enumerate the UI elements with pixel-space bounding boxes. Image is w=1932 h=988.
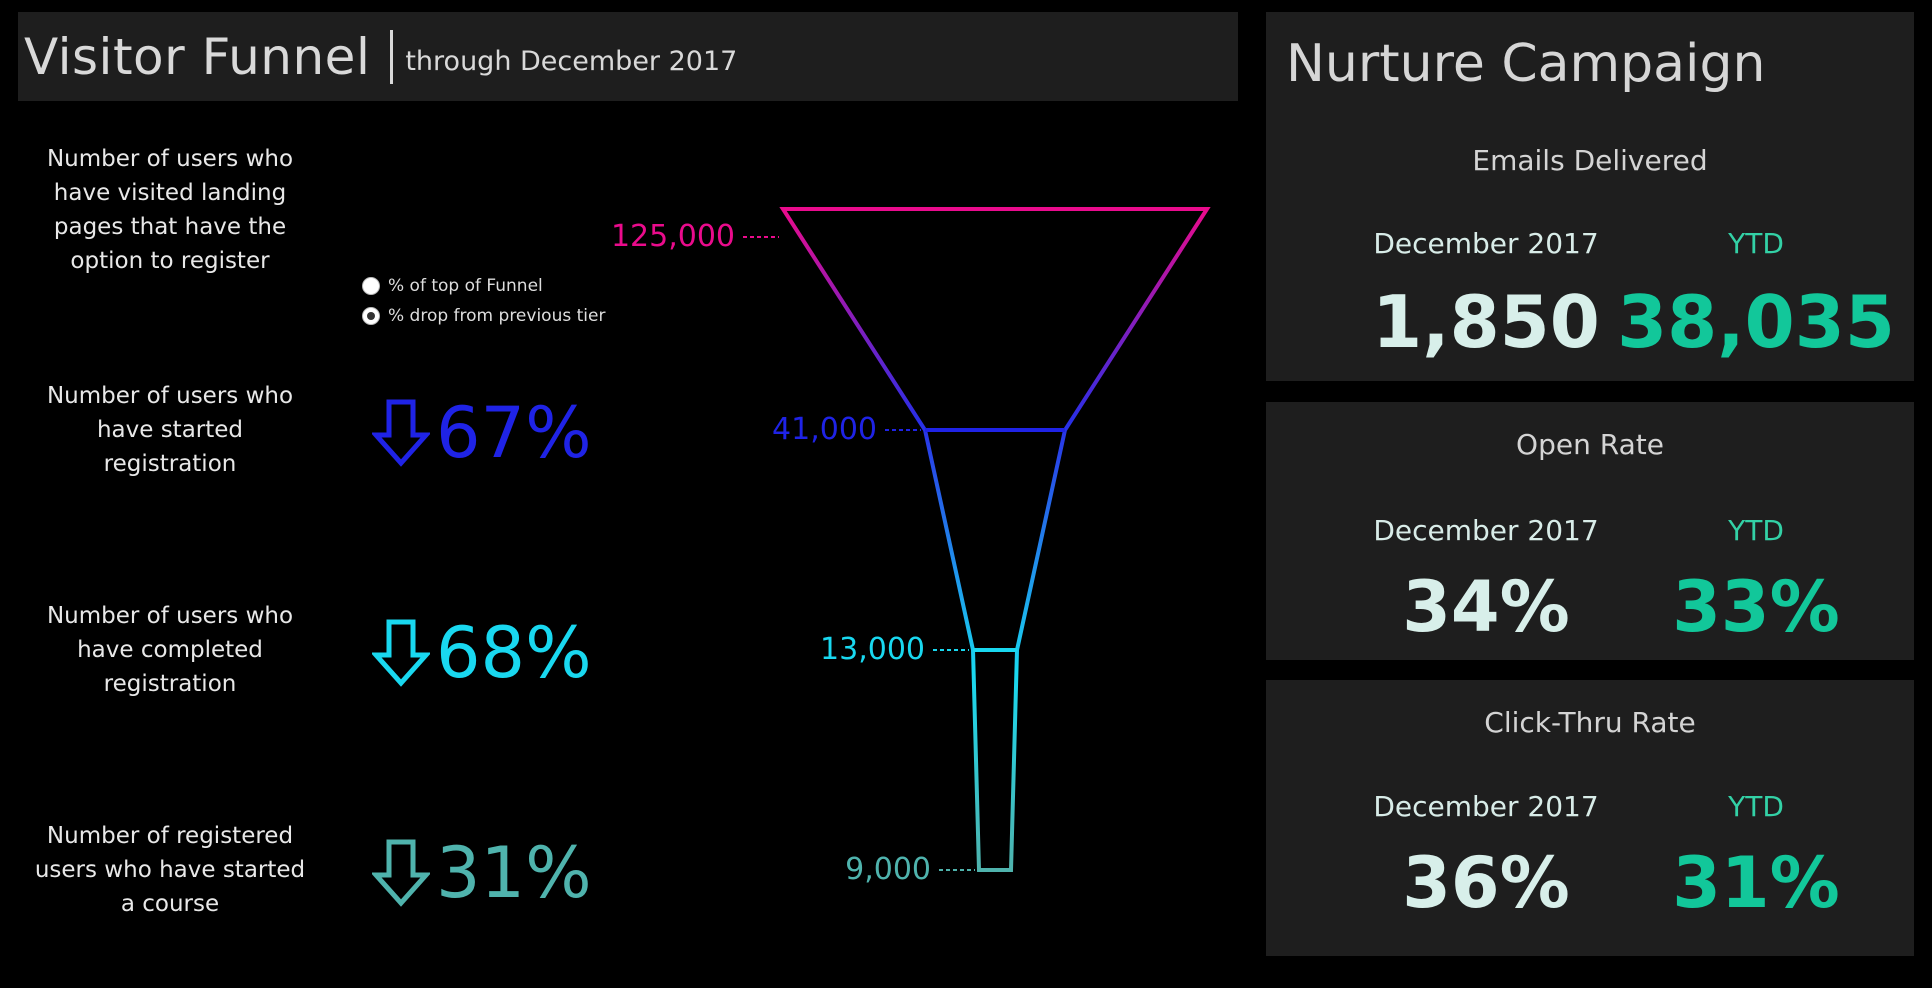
title-divider [390, 29, 394, 84]
funnel-value-label: 9,000 [845, 852, 931, 887]
funnel-outline [779, 207, 1211, 872]
month-value: 1,850 [1372, 280, 1600, 364]
ytd-label: YTD [1728, 227, 1784, 260]
panel-heading: Emails Delivered [1472, 144, 1708, 177]
ytd-value: 33% [1672, 566, 1840, 648]
pct-value: 67% [436, 392, 592, 474]
month-label: December 2017 [1373, 227, 1599, 260]
nurture-title: Nurture Campaign [1286, 34, 1766, 94]
funnel-value-label: 41,000 [772, 412, 877, 447]
toggle-label-pct-of-top: % of top of Funnel [388, 276, 543, 296]
panel-heading: Click-Thru Rate [1484, 706, 1696, 739]
down-arrow-icon [372, 619, 430, 687]
page-title: Visitor Funnel [24, 27, 371, 86]
down-arrow-icon [372, 839, 430, 907]
toggle-option-pct-drop[interactable]: % drop from previous tier [362, 306, 605, 326]
toggle-label-pct-drop: % drop from previous tier [388, 306, 606, 326]
month-label: December 2017 [1373, 514, 1599, 547]
funnel-value-label: 13,000 [820, 632, 925, 667]
down-arrow-icon [372, 399, 430, 467]
toggle-option-pct-of-top[interactable]: % of top of Funnel [362, 276, 543, 296]
radio-pct-drop[interactable] [362, 307, 380, 325]
pct-drop-started-registration: 67% [372, 392, 592, 474]
funnel-value-label: 125,000 [611, 219, 735, 254]
nurture-panel-emails: Nurture Campaign Emails Delivered Decemb… [1266, 12, 1914, 381]
pct-drop-started-course: 31% [372, 832, 592, 914]
month-value: 36% [1402, 842, 1570, 924]
radio-pct-of-top[interactable] [362, 277, 380, 295]
month-label: December 2017 [1373, 790, 1599, 823]
month-value: 34% [1402, 566, 1570, 648]
tier-label-landing: Number of users who have visited landing… [46, 146, 294, 274]
funnel-chart: 125,000 41,000 13,000 9,000 [611, 207, 1211, 887]
nurture-panel-click-thru: Click-Thru Rate December 2017 YTD 36% 31… [1266, 680, 1914, 956]
ytd-value: 31% [1672, 842, 1840, 924]
ytd-label: YTD [1728, 514, 1784, 547]
page-subtitle: through December 2017 [405, 46, 738, 77]
pct-drop-completed-registration: 68% [372, 612, 592, 694]
funnel-header: Visitor Funnel through December 2017 [18, 12, 1238, 101]
pct-value: 31% [436, 832, 592, 914]
tier-label-completed-registration: Number of users who have completed regis… [46, 603, 294, 697]
nurture-panel-open-rate: Open Rate December 2017 YTD 34% 33% [1266, 402, 1914, 660]
ytd-value: 38,035 [1617, 280, 1895, 364]
tier-label-started-registration: Number of users who have started registr… [46, 383, 294, 477]
ytd-label: YTD [1728, 790, 1784, 823]
panel-heading: Open Rate [1516, 428, 1664, 461]
pct-value: 68% [436, 612, 592, 694]
tier-label-started-course: Number of registered users who have star… [34, 823, 306, 917]
